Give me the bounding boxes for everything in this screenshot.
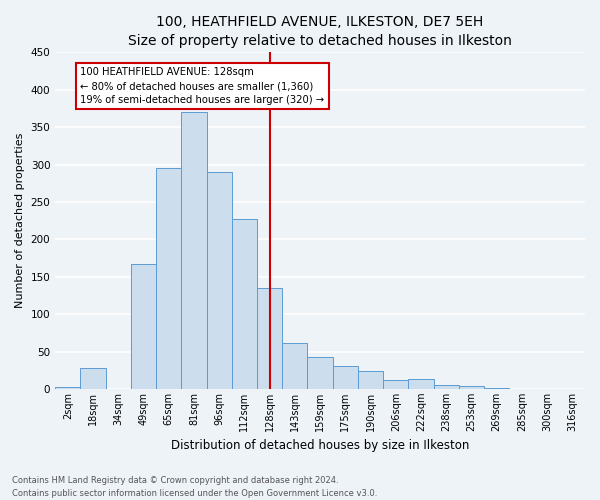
Bar: [307, 356, 332, 389]
Bar: [332, 366, 358, 389]
Bar: [156, 168, 181, 389]
Bar: [434, 385, 459, 389]
Bar: [181, 112, 206, 389]
Bar: [459, 386, 484, 389]
Bar: [257, 288, 282, 389]
Bar: [206, 172, 232, 389]
Bar: [383, 380, 409, 389]
Y-axis label: Number of detached properties: Number of detached properties: [15, 133, 25, 308]
Bar: [484, 388, 509, 389]
Bar: [282, 344, 307, 389]
X-axis label: Distribution of detached houses by size in Ilkeston: Distribution of detached houses by size …: [171, 440, 469, 452]
Bar: [55, 388, 80, 389]
Bar: [232, 219, 257, 389]
Text: 100 HEATHFIELD AVENUE: 128sqm
← 80% of detached houses are smaller (1,360)
19% o: 100 HEATHFIELD AVENUE: 128sqm ← 80% of d…: [80, 68, 325, 106]
Bar: [358, 371, 383, 389]
Text: Contains HM Land Registry data © Crown copyright and database right 2024.
Contai: Contains HM Land Registry data © Crown c…: [12, 476, 377, 498]
Bar: [80, 368, 106, 389]
Bar: [409, 379, 434, 389]
Bar: [131, 264, 156, 389]
Title: 100, HEATHFIELD AVENUE, ILKESTON, DE7 5EH
Size of property relative to detached : 100, HEATHFIELD AVENUE, ILKESTON, DE7 5E…: [128, 15, 512, 48]
